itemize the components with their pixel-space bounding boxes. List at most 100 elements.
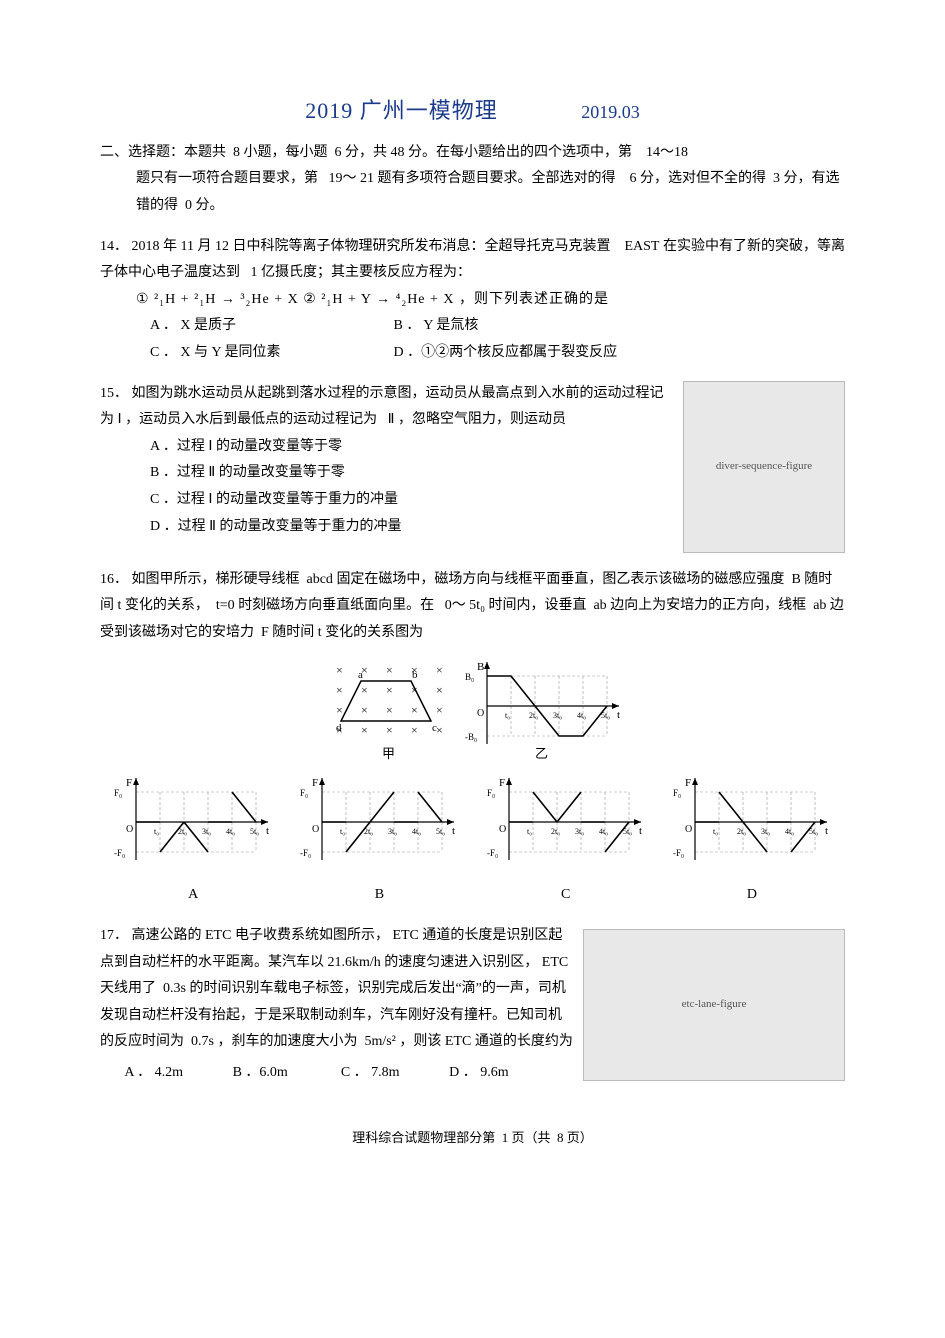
text: 通道的长度约为 — [475, 1034, 573, 1049]
svg-text:F: F — [499, 777, 505, 789]
svg-text:×: × — [386, 683, 393, 697]
text: 高速公路的 — [132, 928, 202, 943]
instr-text: 分。 — [196, 198, 224, 213]
instr-text: 分，共 — [345, 145, 387, 160]
instr-pts-wrong: 0 — [185, 198, 192, 213]
svg-text:B: B — [477, 661, 484, 673]
svg-text:×: × — [361, 683, 368, 697]
page-footer: 理科综合试题物理部分第 1 页（共 8 页） — [100, 1126, 845, 1151]
q16-option-labels: A B C D — [100, 882, 845, 909]
svg-text:4t₀: 4t₀ — [412, 827, 421, 836]
t-symbol: t — [318, 625, 322, 640]
svg-text:4t₀: 4t₀ — [226, 827, 235, 836]
etc-label: ETC — [445, 1034, 471, 1049]
text: 月 — [197, 239, 211, 254]
svg-text:×: × — [336, 683, 343, 697]
svg-text:3t₀: 3t₀ — [575, 827, 584, 836]
svg-text:-F₀: -F₀ — [114, 848, 125, 858]
svg-text:5t₀: 5t₀ — [436, 827, 445, 836]
q-number: 14． — [100, 239, 128, 254]
question-14: 14． 2018 年 11 月 12 日中科院等离子体物理研究所发布消息：全超导… — [100, 234, 845, 367]
q14-equations: ① ²₁H + ²₁H → ³₂He + X ② ²₁H + Y → ⁴₂He … — [100, 287, 845, 314]
exam-date: 2019.03 — [581, 102, 640, 122]
label-b: B — [294, 882, 464, 909]
svg-text:×: × — [411, 703, 418, 717]
etc-figure: etc-lane-figure — [583, 929, 845, 1081]
exam-title: 2019 广州一模物理 — [305, 98, 498, 123]
svg-text:5t₀: 5t₀ — [250, 827, 259, 836]
svg-text:-F₀: -F₀ — [300, 848, 311, 858]
q14-opt-d: D ．①②两个核反应都属于裂变反应 — [394, 340, 634, 367]
instr-text: 题只有一项符合题目要求，第 — [136, 171, 318, 186]
svg-text:×: × — [411, 663, 418, 677]
frame-name: abcd — [307, 572, 333, 587]
text: 变化的关系图为 — [325, 625, 423, 640]
svg-text:F₀: F₀ — [673, 788, 681, 798]
text: ，忽略空气阻力，则运动员 — [398, 412, 566, 427]
instr-nq: 8 — [233, 145, 240, 160]
svg-text:×: × — [386, 703, 393, 717]
label-c: C — [481, 882, 651, 909]
svg-text:O: O — [499, 824, 506, 835]
svg-text:4t₀: 4t₀ — [599, 827, 608, 836]
instr-text: 题有多项符合题目要求。全部选对的得 — [378, 171, 616, 186]
svg-text:t: t — [452, 825, 455, 837]
q-number: 16． — [100, 572, 128, 587]
svg-text:×: × — [336, 723, 343, 737]
svg-text:t₀: t₀ — [527, 827, 532, 836]
svg-text:3t₀: 3t₀ — [553, 711, 562, 720]
text: 时刻磁场方向垂直纸面向里。在 — [238, 598, 434, 613]
text: 如图甲所示，梯形硬导线框 — [132, 572, 300, 587]
instr-range-multi: 19～ 21 — [329, 171, 375, 186]
q14-day: 12 — [215, 239, 229, 254]
figure-yi: tBB₀-B₀Ot₀2t₀3t₀4t₀5t₀乙 — [459, 656, 629, 766]
svg-text:O: O — [312, 824, 319, 835]
q17-opt-b: B ．6.0m — [233, 1060, 333, 1087]
instr-text: 分。在每小题给出的四个选项中，第 — [408, 145, 632, 160]
instr-range-single: 14～18 — [646, 145, 688, 160]
svg-text:O: O — [685, 824, 692, 835]
svg-text:-F₀: -F₀ — [673, 848, 684, 858]
chart-opt-c: tFF₀-F₀Ot₀2t₀3t₀4t₀5t₀ — [481, 772, 651, 882]
q17-opt-a: A ． 4.2m — [124, 1060, 224, 1087]
svg-text:×: × — [411, 683, 418, 697]
q16-option-charts: tFF₀-F₀Ot₀2t₀3t₀4t₀5t₀ tFF₀-F₀Ot₀2t₀3t₀4… — [100, 772, 845, 882]
question-15: diver-sequence-figure 15． 如图为跳水运动员从起跳到落水… — [100, 381, 845, 553]
svg-text:F₀: F₀ — [487, 788, 495, 798]
instr-pts-full: 6 — [630, 171, 637, 186]
t-identify: 0.3s — [163, 981, 186, 996]
svg-text:×: × — [336, 663, 343, 677]
ab-edge: ab — [813, 598, 826, 613]
svg-text:×: × — [436, 723, 443, 737]
svg-text:×: × — [361, 663, 368, 677]
svg-text:t: t — [266, 825, 269, 837]
chart-opt-b: tFF₀-F₀Ot₀2t₀3t₀4t₀5t₀ — [294, 772, 464, 882]
instr-text: 二、选择题：本题共 — [100, 145, 226, 160]
svg-text:B₀: B₀ — [465, 672, 474, 682]
text: ，则该 — [399, 1034, 441, 1049]
svg-text:2t₀: 2t₀ — [737, 827, 746, 836]
footer-text: 页（共 — [511, 1130, 550, 1145]
svg-text:t: t — [617, 709, 620, 721]
svg-text:×: × — [436, 683, 443, 697]
phase-1: Ⅰ — [118, 412, 122, 427]
figure-jia: ab dc ××××× ××××× ××××× ××××× 甲 — [316, 656, 456, 766]
text: 时间内，设垂直 — [488, 598, 586, 613]
t0-symbol: t=0 — [216, 598, 235, 613]
accel: 5m/s² — [364, 1034, 395, 1049]
q14-opt-b: B ． Y 是氚核 — [394, 313, 634, 340]
svg-text:3t₀: 3t₀ — [388, 827, 397, 836]
caption-jia: 甲 — [382, 746, 395, 761]
q17-opt-c: C ． 7.8m — [341, 1060, 441, 1087]
etc-label: ETC — [205, 928, 231, 943]
instr-pts-each: 6 — [335, 145, 342, 160]
footer-text: 理科综合试题物理部分第 — [352, 1130, 495, 1145]
footer-total: 8 — [557, 1130, 564, 1145]
text: 固定在磁场中，磁场方向与线框平面垂直，图乙表示该磁场的磁感应强度 — [336, 572, 784, 587]
instr-text: 小题，每小题 — [244, 145, 328, 160]
chart-opt-a: tFF₀-F₀Ot₀2t₀3t₀4t₀5t₀ — [108, 772, 278, 882]
footer-page: 1 — [502, 1130, 509, 1145]
speed: 21.6km/h — [328, 955, 381, 970]
q14-temp: 1 — [251, 265, 258, 280]
figure-alt: etc-lane-figure — [682, 994, 747, 1015]
